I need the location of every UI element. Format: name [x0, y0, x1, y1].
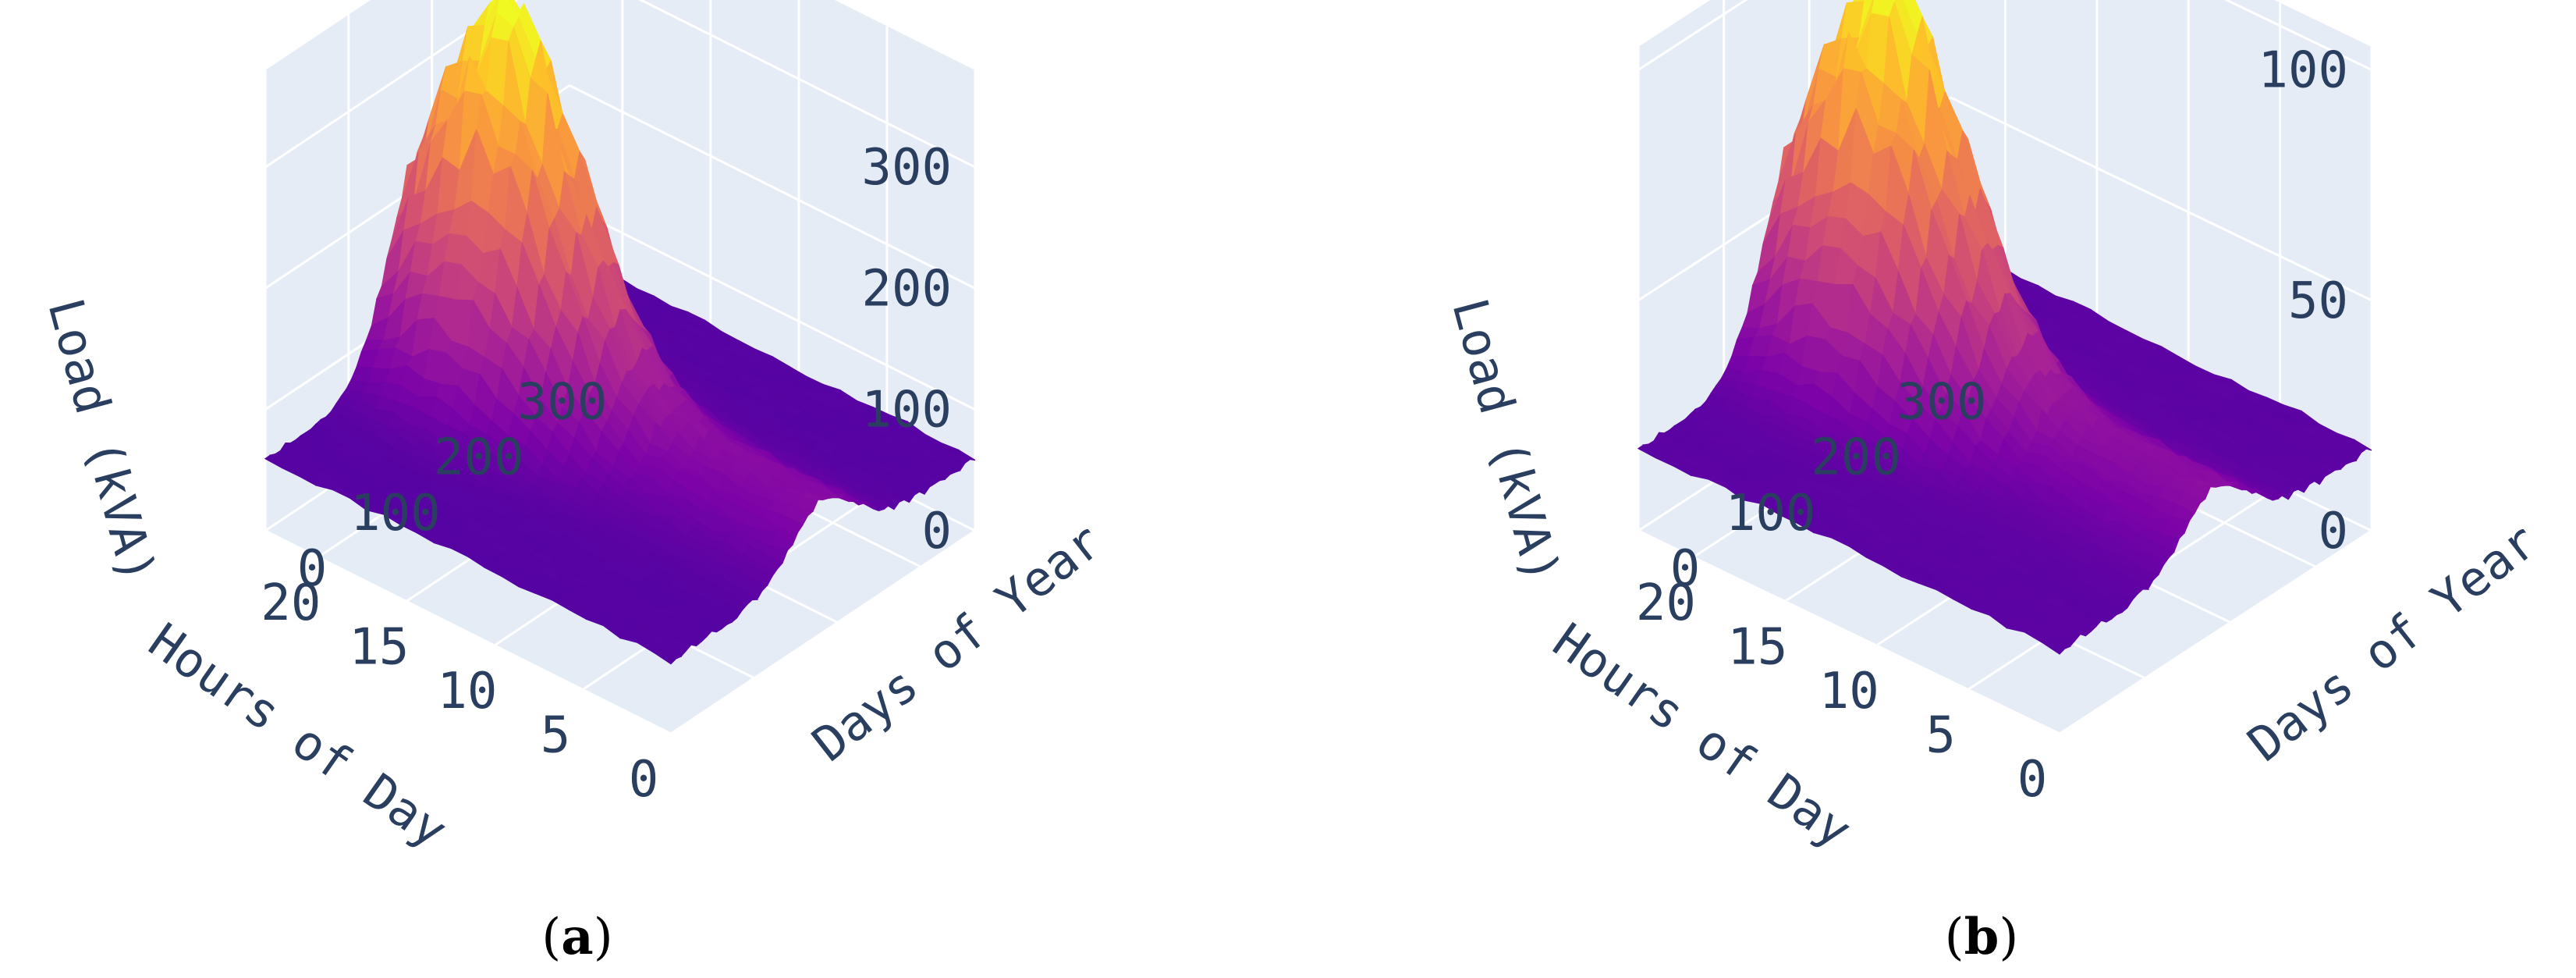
- caption-b: (b): [1945, 908, 2019, 966]
- z-axis-title: Load (kVA): [37, 293, 167, 589]
- gridline-z: [1950, 96, 2372, 302]
- caption-a-letter: a: [561, 908, 593, 966]
- gridline-z: [264, 0, 519, 169]
- gridline-y: [264, 529, 672, 735]
- y-tick-label: 200: [434, 429, 524, 487]
- gridline-z: [569, 84, 976, 290]
- x-tick-label: 10: [437, 663, 497, 720]
- x-axis-title: Hours of Day: [1543, 612, 1862, 859]
- gridline-z: [2223, 0, 2372, 71]
- y-tick-label: 300: [517, 373, 608, 431]
- gridline-z: [1637, 0, 1748, 71]
- surface-patch: [653, 649, 677, 665]
- surface-patch: [2041, 638, 2066, 655]
- surface-mesh: [1637, 0, 2372, 655]
- z-tick-label: 50: [2288, 272, 2348, 330]
- z-tick-label: 300: [861, 139, 952, 197]
- z-axis-title: Load (kVA): [1441, 293, 1571, 589]
- y-tick-label: 0: [297, 540, 328, 598]
- y-tick-label: 300: [1897, 373, 1987, 431]
- caption-a: (a): [541, 908, 612, 966]
- x-tick-label: 20: [261, 574, 321, 632]
- side-wall-pane: [569, 0, 975, 531]
- caption-b-letter: b: [1964, 908, 1999, 966]
- x-tick-label: 0: [629, 751, 659, 809]
- x-tick-label: 5: [1925, 706, 1956, 764]
- x-tick-label: 20: [1636, 574, 1696, 632]
- z-tick-label: 0: [2318, 503, 2348, 560]
- y-tick-label: 0: [1670, 540, 1701, 598]
- gridline-y: [1637, 529, 2060, 735]
- x-tick-label: 15: [1727, 618, 1787, 676]
- gridline-x: [2059, 529, 2372, 735]
- z-tick-label: 100: [2258, 42, 2348, 100]
- x-tick-label: 15: [349, 618, 409, 676]
- y-tick-label: 200: [1811, 429, 1901, 487]
- z-tick-label: 100: [861, 382, 952, 439]
- x-axis-title: Hours of Day: [139, 612, 458, 859]
- y-tick-label: 100: [1726, 485, 1816, 542]
- x-tick-label: 5: [541, 706, 571, 764]
- z-tick-label: 0: [921, 503, 952, 560]
- gridline-z: [638, 0, 976, 169]
- y-tick-label: 100: [350, 485, 441, 542]
- gridline-z: [569, 205, 976, 411]
- z-tick-label: 200: [861, 260, 952, 318]
- gridline-x: [670, 529, 976, 735]
- surface-mesh: [264, 0, 976, 665]
- x-tick-label: 0: [2017, 751, 2048, 809]
- x-tick-label: 10: [1819, 663, 1879, 720]
